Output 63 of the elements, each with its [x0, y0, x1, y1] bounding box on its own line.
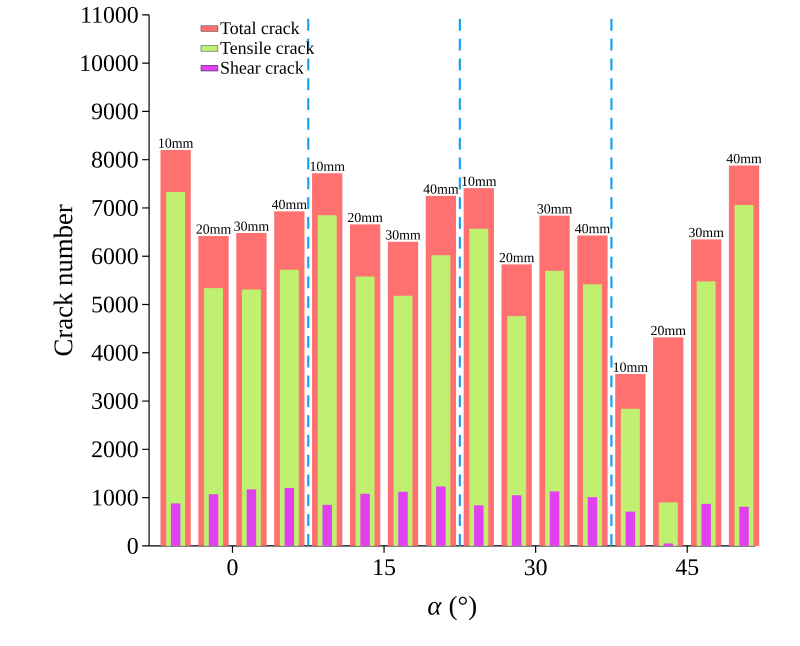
- text: 0: [227, 559, 238, 576]
- bar: [696, 281, 716, 546]
- bar: [664, 543, 673, 546]
- y-tick-label: 10000: [81, 55, 138, 72]
- text: 45: [676, 559, 698, 576]
- bar: [588, 497, 598, 546]
- y-tick-label: 7000: [92, 200, 138, 216]
- x-tick-label: 10mm: [310, 162, 345, 172]
- x-tick-label: 20mm: [196, 224, 232, 234]
- x-tick-label: 40mm: [423, 184, 458, 194]
- y-tick-label: 9000: [92, 103, 138, 120]
- legend-label: Total crack: [220, 22, 300, 34]
- bar: [512, 495, 522, 546]
- bar: [658, 502, 678, 546]
- y-tick-label: 0: [128, 538, 138, 554]
- y-tick-label: 3000: [92, 393, 138, 410]
- bar: [583, 284, 602, 546]
- bar: [734, 205, 754, 546]
- x-axis-title: α (°): [428, 596, 476, 620]
- bar: [280, 270, 299, 546]
- bar: [701, 504, 711, 546]
- x-tick-label: 40mm: [575, 224, 610, 234]
- bar: [284, 488, 294, 546]
- y-tick-label: 1000: [93, 490, 138, 506]
- legend-label: Shear crack: [221, 61, 304, 74]
- text: 30: [524, 559, 547, 576]
- x-tick-label: 30mm: [538, 204, 572, 214]
- bar: [398, 492, 408, 546]
- bar: [322, 504, 332, 546]
- bar: [739, 506, 749, 546]
- bar: [246, 489, 256, 546]
- bar: [469, 228, 488, 546]
- bar: [170, 503, 180, 546]
- x-tick-label: 30mm: [234, 222, 269, 231]
- x-tick-label: 10mm: [159, 138, 194, 148]
- x-tick-label: 20mm: [651, 326, 686, 336]
- x-tick-label: 30mm: [689, 228, 724, 238]
- x-tick-label: 30mm: [386, 230, 421, 240]
- x-tick-label: 40mm: [272, 200, 307, 210]
- text: 15: [374, 559, 396, 576]
- legend-label: Tensile crack: [220, 41, 314, 54]
- bar: [318, 215, 337, 546]
- y-axis-title: Crack number: [54, 204, 72, 356]
- y-tick-label: 4000: [92, 344, 138, 361]
- bar: [626, 512, 636, 546]
- y-tick-label: 8000: [92, 152, 138, 168]
- x-tick-label: 40mm: [726, 154, 762, 164]
- x-tick-label: 10mm: [462, 176, 496, 186]
- bar: [436, 486, 446, 546]
- bar: [360, 494, 370, 546]
- y-tick-label: 11000: [82, 6, 138, 23]
- bar: [550, 491, 560, 546]
- bar: [474, 505, 484, 546]
- x-tick-label: 20mm: [500, 252, 534, 262]
- bar: [208, 494, 218, 546]
- bar: [166, 192, 186, 546]
- bar: [204, 288, 223, 546]
- x-tick-label: 20mm: [348, 212, 383, 222]
- bar: [356, 276, 375, 546]
- y-tick-label: 5000: [92, 296, 138, 313]
- y-tick-label: 6000: [92, 248, 138, 264]
- x-tick-label: 10mm: [614, 362, 648, 372]
- y-tick-label: 2000: [92, 441, 138, 458]
